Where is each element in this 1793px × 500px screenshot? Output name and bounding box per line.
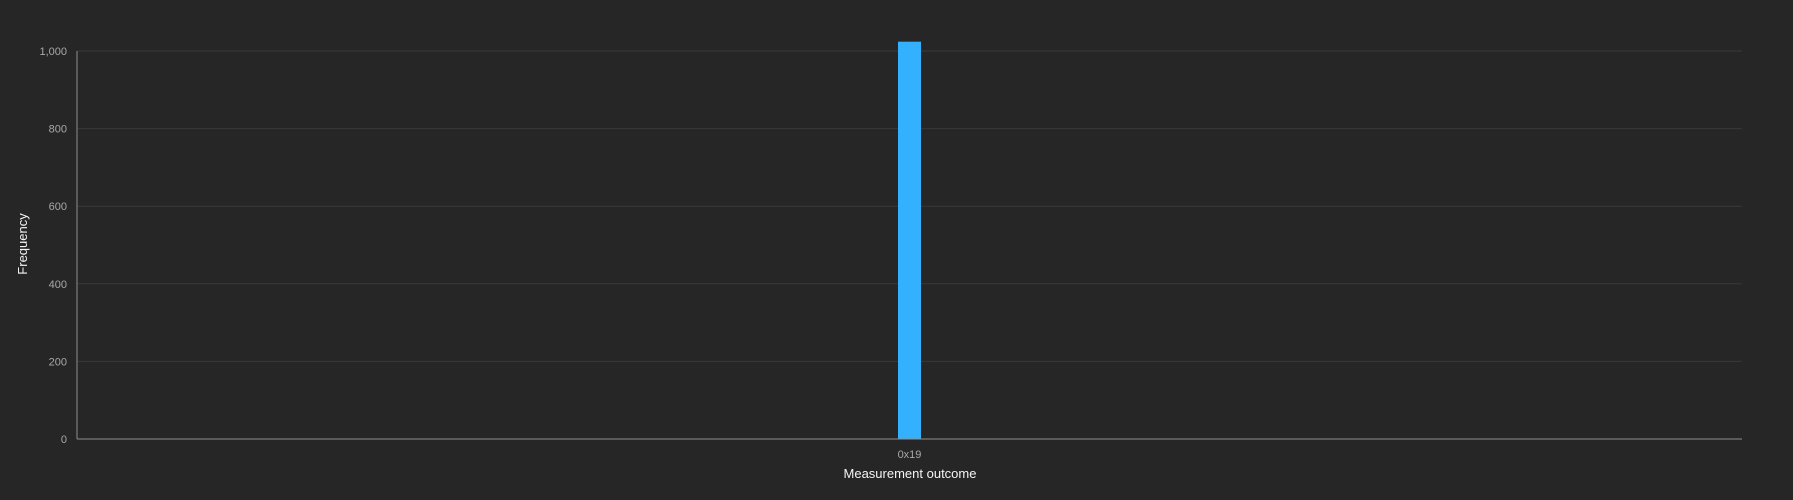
bar-0x19[interactable]: [898, 41, 921, 440]
x-axis-title: Measurement outcome: [844, 466, 977, 481]
y-tick-label: 800: [49, 124, 67, 136]
y-tick-label: 400: [49, 279, 67, 291]
x-tick-label: 0x19: [898, 449, 922, 461]
bars: [898, 41, 921, 440]
x-axis-ticks: 0x19: [898, 449, 922, 461]
y-tick-label: 600: [49, 201, 67, 213]
y-tick-label: 200: [49, 356, 67, 368]
y-axis-title: Frequency: [15, 213, 30, 275]
y-tick-label: 0: [61, 434, 67, 446]
y-tick-label: 1,000: [39, 46, 67, 58]
y-axis-ticks: 0 200 400 600 800 1,000: [39, 46, 67, 446]
